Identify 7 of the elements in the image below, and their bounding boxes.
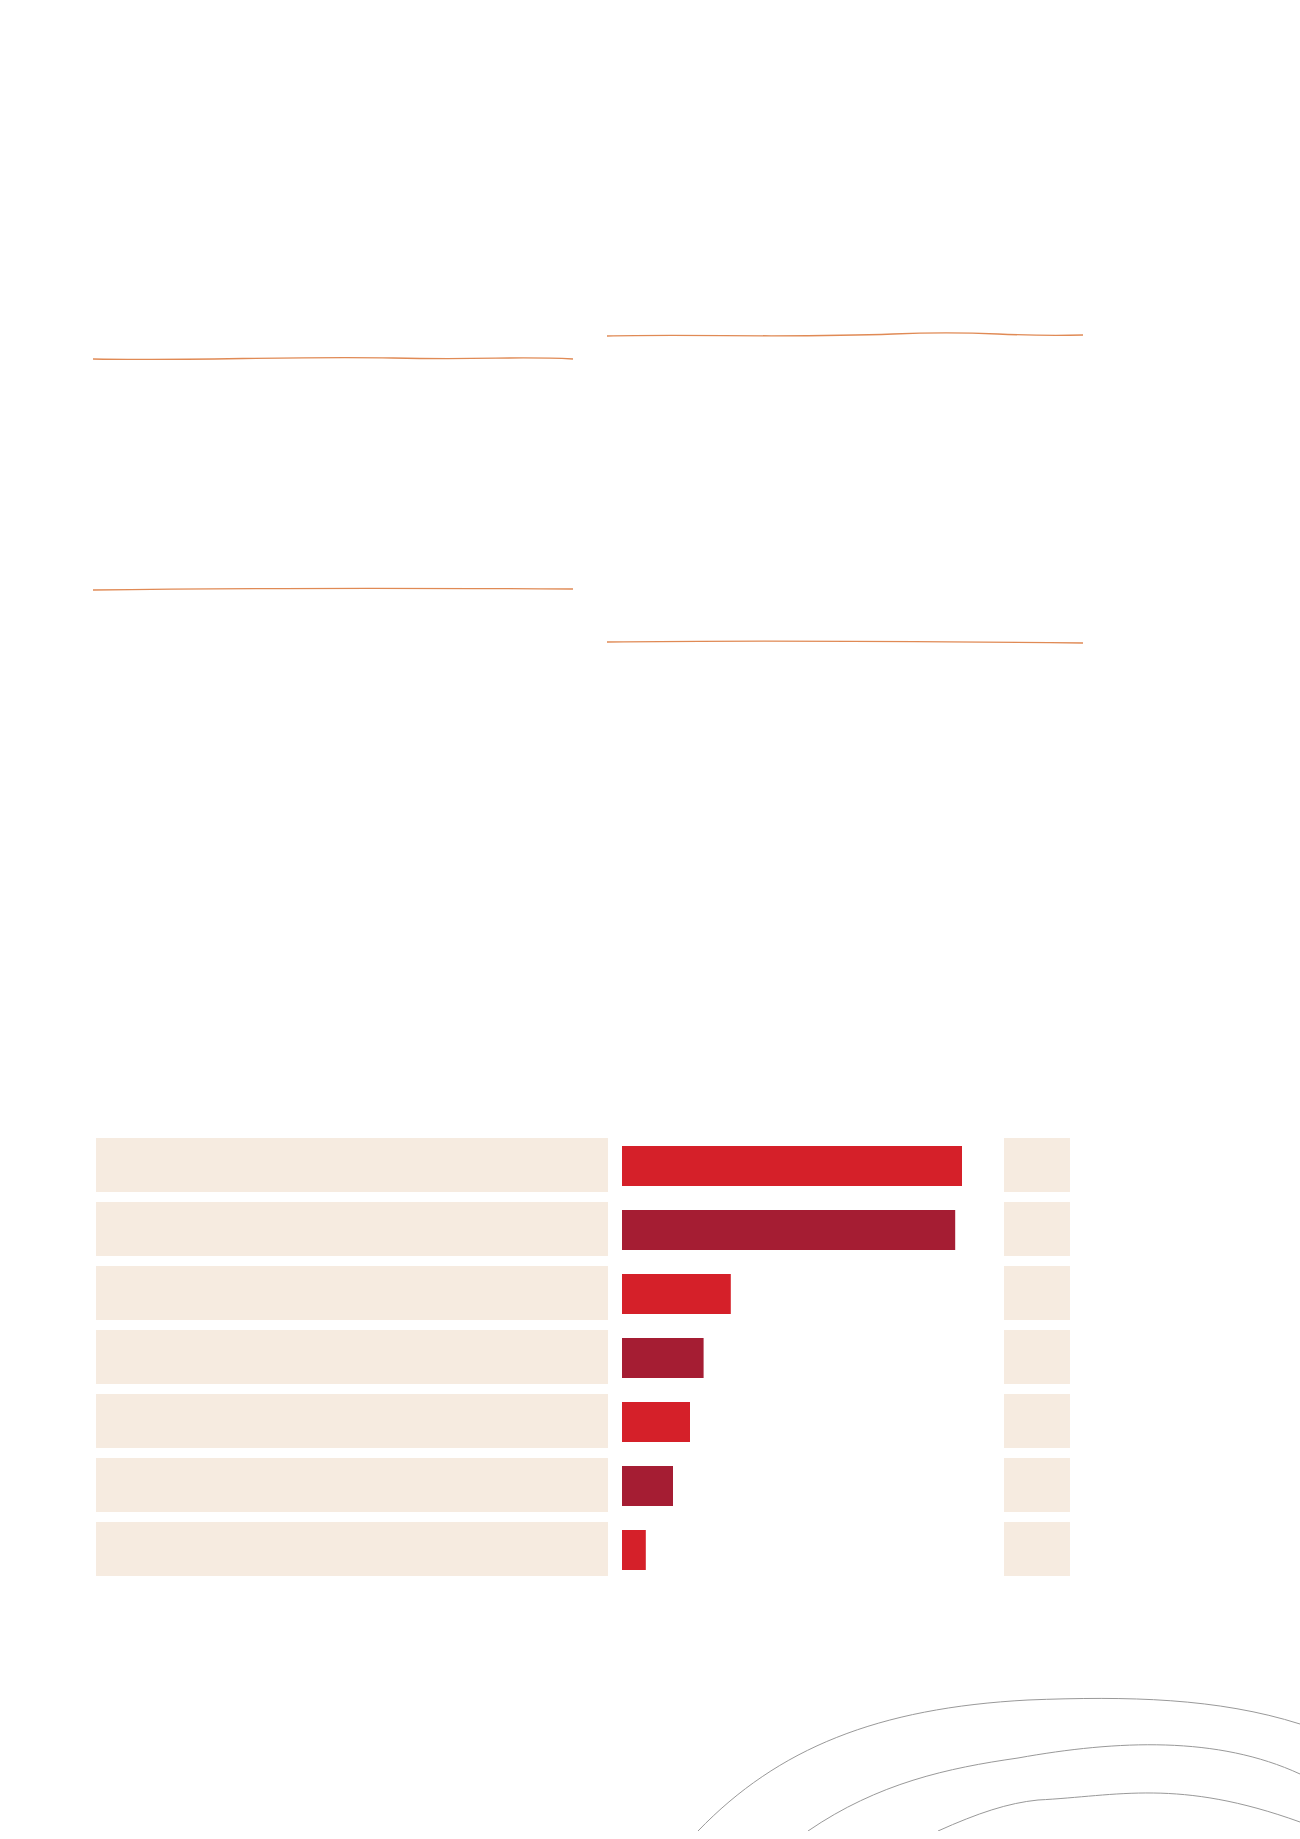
bar — [622, 1146, 962, 1186]
bar — [622, 1530, 646, 1570]
bar — [622, 1210, 956, 1250]
bar — [622, 1338, 704, 1378]
bar — [622, 1466, 673, 1506]
bar — [622, 1402, 690, 1442]
bar — [622, 1274, 731, 1314]
